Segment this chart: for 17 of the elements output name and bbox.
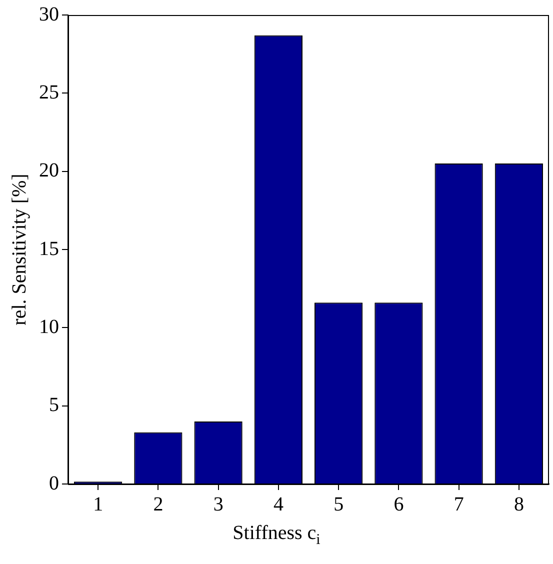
x-axis-title: Stiffness c$_{i}$ [232,522,322,549]
y-tick-label: 25 [39,81,59,104]
x-tick-label: 4 [273,493,284,516]
x-tick-label: 2 [153,493,164,516]
x-tick-label: 8 [514,493,524,516]
y-tick-label: 0 [49,472,59,494]
x-tick-label: 1 [93,493,104,516]
y-tick-label: 15 [39,238,59,260]
x-tick-label: 6 [394,493,404,516]
y-tick-label: 5 [49,394,59,416]
y-tick-label: 30 [39,3,59,26]
x-tick-label: 7 [454,493,464,516]
y-tick-label: 10 [39,316,59,338]
x-tick-label: 5 [334,493,344,516]
y-axis-title: rel. Sensitivity [%] [8,174,30,326]
x-tick-label: 3 [213,493,224,516]
y-tick-label: 20 [39,160,59,182]
